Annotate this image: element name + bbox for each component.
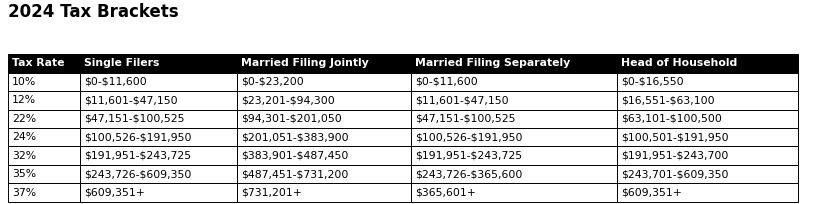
Text: $243,726-$365,600: $243,726-$365,600: [415, 169, 522, 179]
Text: Head of Household: Head of Household: [621, 58, 737, 68]
Text: 35%: 35%: [12, 169, 36, 179]
Text: $63,101-$100,500: $63,101-$100,500: [621, 114, 721, 124]
Text: $191,951-$243,700: $191,951-$243,700: [621, 151, 728, 161]
Text: $11,601-$47,150: $11,601-$47,150: [84, 95, 178, 105]
Text: $243,701-$609,350: $243,701-$609,350: [621, 169, 728, 179]
Text: $16,551-$63,100: $16,551-$63,100: [621, 95, 714, 105]
Text: Married Filing Separately: Married Filing Separately: [415, 58, 570, 68]
Text: $100,526-$191,950: $100,526-$191,950: [415, 132, 522, 142]
Text: $487,451-$731,200: $487,451-$731,200: [241, 169, 348, 179]
Text: $100,526-$191,950: $100,526-$191,950: [84, 132, 191, 142]
Text: 12%: 12%: [12, 95, 36, 105]
Text: $201,051-$383,900: $201,051-$383,900: [241, 132, 349, 142]
Text: $731,201+: $731,201+: [241, 188, 302, 198]
Text: 2024 Tax Brackets: 2024 Tax Brackets: [8, 3, 179, 21]
Text: 24%: 24%: [12, 132, 36, 142]
Text: 22%: 22%: [12, 114, 36, 124]
Text: $609,351+: $609,351+: [621, 188, 681, 198]
Text: $94,301-$201,050: $94,301-$201,050: [241, 114, 342, 124]
Text: Tax Rate: Tax Rate: [12, 58, 65, 68]
Text: $191,951-$243,725: $191,951-$243,725: [84, 151, 191, 161]
Text: $100,501-$191,950: $100,501-$191,950: [621, 132, 729, 142]
Text: $0-$23,200: $0-$23,200: [241, 77, 304, 87]
Text: Single Filers: Single Filers: [84, 58, 160, 68]
Text: $243,726-$609,350: $243,726-$609,350: [84, 169, 191, 179]
Text: Married Filing Jointly: Married Filing Jointly: [241, 58, 369, 68]
Text: $11,601-$47,150: $11,601-$47,150: [415, 95, 508, 105]
Text: 37%: 37%: [12, 188, 36, 198]
Text: $0-$11,600: $0-$11,600: [415, 77, 478, 87]
Text: $383,901-$487,450: $383,901-$487,450: [241, 151, 348, 161]
Text: $23,201-$94,300: $23,201-$94,300: [241, 95, 335, 105]
Text: $47,151-$100,525: $47,151-$100,525: [84, 114, 185, 124]
Text: $0-$11,600: $0-$11,600: [84, 77, 147, 87]
Text: $191,951-$243,725: $191,951-$243,725: [415, 151, 522, 161]
Text: 32%: 32%: [12, 151, 36, 161]
Text: $0-$16,550: $0-$16,550: [621, 77, 684, 87]
Text: $47,151-$100,525: $47,151-$100,525: [415, 114, 515, 124]
Text: $365,601+: $365,601+: [415, 188, 475, 198]
Text: 10%: 10%: [12, 77, 37, 87]
Text: $609,351+: $609,351+: [84, 188, 145, 198]
